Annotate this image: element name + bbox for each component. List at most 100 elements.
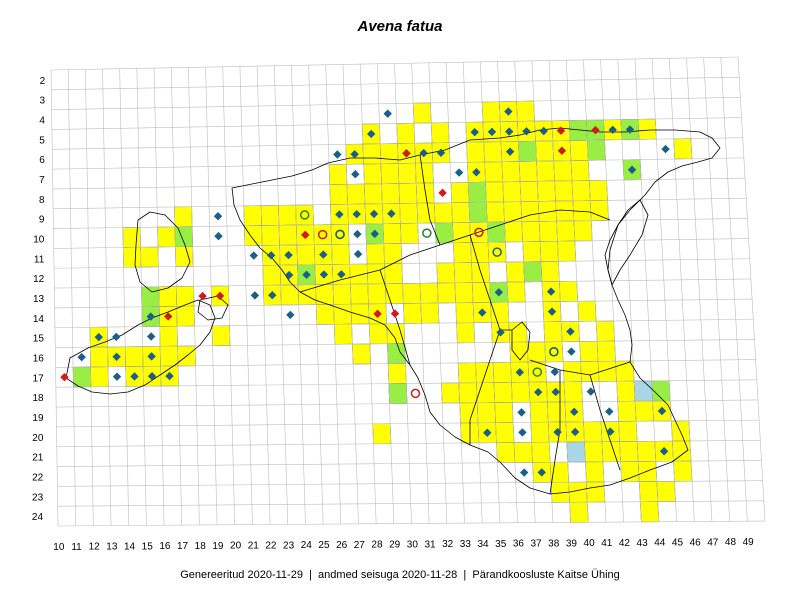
grid-cell-yellow	[416, 202, 436, 224]
grid-cell-yellow	[89, 346, 109, 368]
grid-cell-yellow	[672, 440, 692, 462]
grid-cell-yellow	[466, 141, 485, 163]
grid-cell-yellow	[420, 302, 440, 324]
grid-cell-yellow	[502, 181, 522, 203]
diamond-marker	[335, 210, 344, 219]
diamond-marker	[112, 352, 121, 361]
diamond-marker	[198, 291, 207, 301]
grid-cell-yellow	[640, 501, 660, 523]
grid-cell-yellow	[579, 341, 599, 362]
grid-cell-yellow	[618, 421, 638, 442]
diamond-marker	[547, 307, 557, 316]
grid-cell-yellow	[454, 282, 474, 304]
x-axis-tick-label: 12	[89, 542, 101, 553]
diamond-marker	[286, 310, 295, 320]
grid-cell-yellow	[487, 241, 507, 263]
y-axis-tick-label: 6	[39, 155, 45, 166]
grid-line-vertical	[617, 59, 642, 522]
diamond-marker	[504, 107, 513, 116]
county-boundary	[469, 329, 501, 445]
grid-cell-yellow	[537, 180, 556, 202]
map-title: Avena fatua	[357, 18, 443, 35]
grid-cell-yellow	[459, 402, 479, 424]
x-axis-labels: 10 11 12 13 14 15 16 17 18 19 20 21 22 23 24 25 26 27 28 29…	[53, 537, 754, 553]
diamond-marker	[268, 290, 277, 300]
diamond-marker	[570, 427, 580, 437]
grid-cell-green	[72, 366, 92, 388]
diamond-marker	[367, 129, 376, 139]
circle-marker	[410, 388, 421, 399]
grid-cell-yellow	[617, 400, 637, 422]
grid-cell-yellow	[492, 362, 512, 383]
x-axis-tick-label: 37	[531, 539, 543, 550]
grid-line-vertical	[703, 57, 730, 522]
grid-cell-yellow	[638, 481, 659, 503]
grid-line-horizontal	[56, 419, 760, 428]
grid-cell-yellow	[485, 181, 504, 203]
diamond-marker	[419, 148, 428, 158]
grid-line-vertical	[291, 65, 306, 525]
x-axis-tick-label: 23	[283, 540, 295, 551]
circle-marker	[335, 229, 345, 240]
grid-cell-yellow	[159, 326, 178, 347]
diamond-marker	[165, 371, 174, 381]
grid-cell-yellow	[176, 305, 195, 327]
diamond-marker	[319, 270, 329, 279]
grid-line-vertical	[205, 67, 218, 525]
diamond-marker	[533, 387, 543, 397]
grid-cell-blue	[566, 441, 586, 463]
diamond-marker	[369, 209, 379, 219]
grid-cell-yellow	[397, 162, 417, 184]
grid-cell-yellow	[453, 262, 473, 284]
grid-cell-yellow	[436, 262, 456, 284]
grid-cell-yellow	[518, 160, 538, 182]
diamond-marker	[505, 147, 515, 156]
grid-cell-yellow	[529, 401, 549, 423]
x-axis-tick-label: 29	[389, 540, 401, 551]
grid-line-horizontal	[55, 379, 757, 388]
grid-line-vertical	[188, 67, 200, 526]
diamond-marker	[284, 250, 293, 260]
circle-marker	[549, 347, 559, 357]
grid-line-vertical	[634, 58, 660, 522]
y-axis-tick-label: 24	[32, 512, 44, 523]
grid-line-vertical	[119, 68, 129, 526]
diamond-marker	[539, 126, 548, 136]
grid-cell-yellow	[569, 140, 589, 161]
grid-line-vertical	[548, 60, 571, 523]
grid-line-vertical	[462, 62, 483, 524]
grid-cell-yellow	[563, 381, 583, 403]
grid-cell-yellow	[481, 101, 501, 123]
grid-cell-yellow	[350, 303, 370, 325]
x-axis-tick-label: 18	[195, 541, 207, 552]
footer-separator: |	[463, 569, 467, 581]
grid-cell-yellow	[174, 206, 193, 228]
grid-cell-yellow	[673, 138, 693, 160]
grid-cell-yellow	[456, 322, 476, 344]
circle-marker	[317, 229, 328, 240]
grid-cell-yellow	[403, 303, 422, 324]
grid-cell-yellow	[656, 481, 676, 502]
grid-cell-yellow	[437, 282, 456, 304]
grid-cell-yellow	[315, 284, 334, 305]
circle-marker	[422, 228, 432, 238]
grid-cell-yellow	[262, 264, 281, 286]
y-axis-tick-label: 21	[32, 453, 44, 464]
diamond-marker	[333, 150, 342, 159]
grid-cell-yellow	[580, 361, 600, 382]
diamond-marker	[402, 149, 411, 158]
diamond-marker	[250, 291, 260, 300]
diamond-marker	[438, 188, 447, 198]
x-axis-tick-label: 36	[513, 539, 525, 550]
grid-cell-yellow	[330, 224, 350, 245]
grid-line-vertical	[308, 65, 324, 525]
y-axis-tick-label: 4	[39, 116, 45, 127]
y-axis-tick-label: 20	[32, 433, 44, 444]
diamond-marker	[659, 447, 669, 456]
generated-date: Genereeritud 2020-11-29	[180, 569, 303, 581]
grid-line-vertical	[67, 69, 76, 526]
diamond-marker	[352, 209, 361, 219]
grid-line-horizontal	[54, 298, 753, 309]
grid-line-horizontal	[51, 97, 741, 110]
x-axis-tick-label: 47	[707, 537, 719, 548]
